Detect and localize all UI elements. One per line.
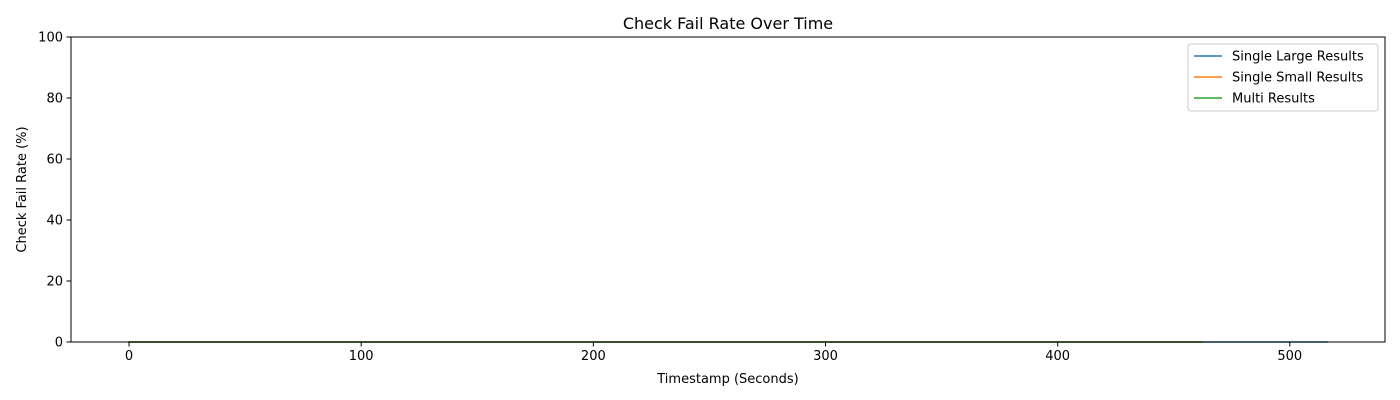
x-tick-label: 400 [1045,349,1070,364]
y-axis-label: Check Fail Rate (%) [15,126,30,252]
x-tick-label: 500 [1277,349,1302,364]
legend-label: Multi Results [1232,92,1315,107]
y-tick-label: 100 [38,31,63,46]
legend-box [1187,43,1379,112]
y-axis-ticks: 0 20 40 60 80 100 [38,31,71,351]
y-tick-label: 0 [55,336,63,351]
x-tick-label: 200 [581,349,606,364]
x-tick-label: 0 [125,349,133,364]
y-tick-label: 40 [46,214,63,229]
y-tick-label: 60 [46,153,63,168]
legend-label: Single Small Results [1232,71,1364,86]
y-tick-label: 20 [46,275,63,290]
x-axis-label: Timestamp (Seconds) [656,372,798,387]
x-tick-label: 100 [349,349,374,364]
legend-label: Single Large Results [1232,50,1364,65]
legend: Single Large Results Single Small Results… [1187,43,1379,112]
y-tick-label: 80 [46,92,63,107]
plot-frame [70,36,1386,343]
x-axis-ticks: 0 100 200 300 400 500 [125,342,1302,364]
chart-title: Check Fail Rate Over Time [623,14,833,33]
x-tick-label: 300 [813,349,838,364]
